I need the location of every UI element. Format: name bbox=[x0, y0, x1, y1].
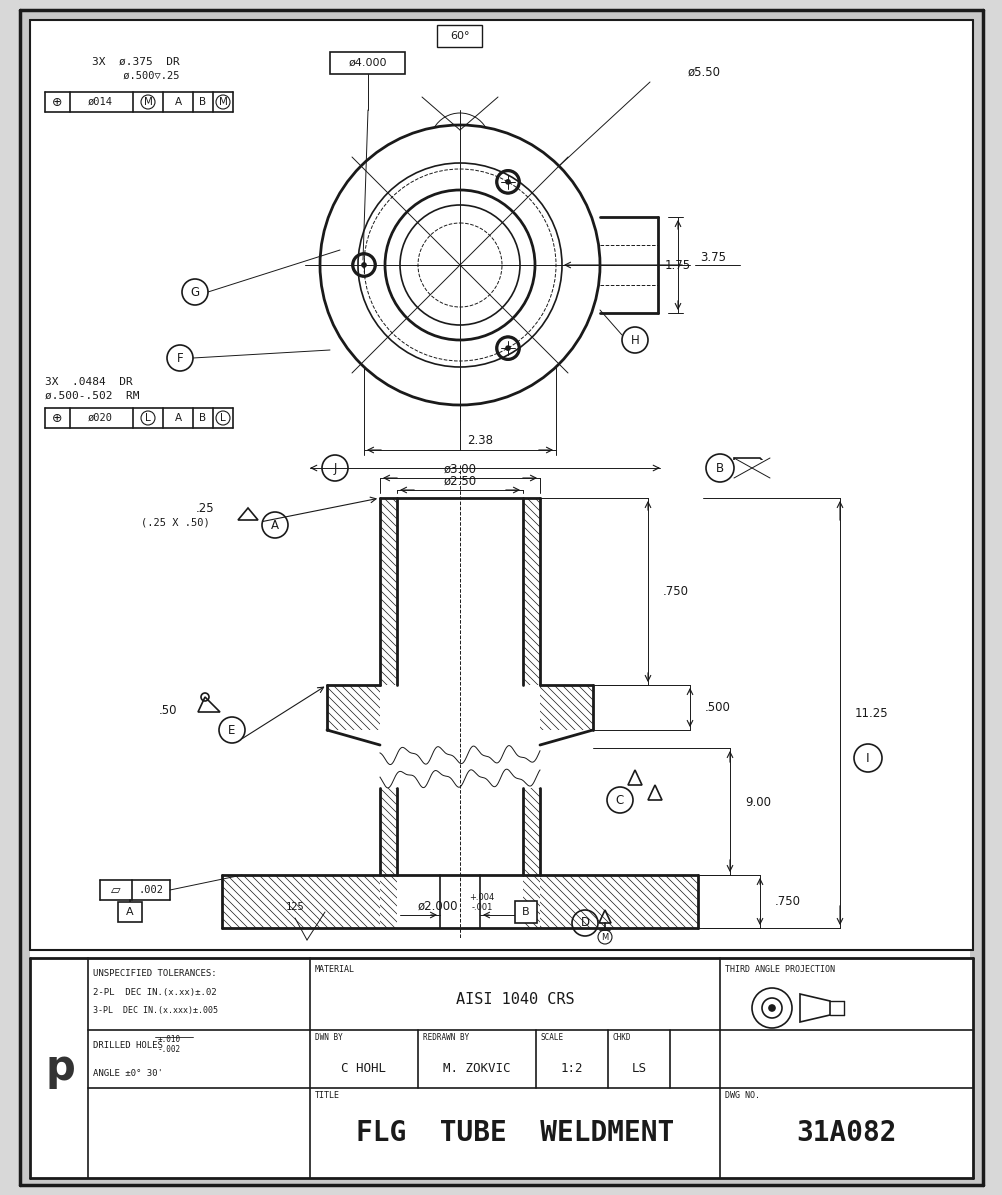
Text: 31A082: 31A082 bbox=[796, 1119, 896, 1147]
Text: M: M bbox=[601, 932, 608, 942]
Text: I: I bbox=[866, 752, 869, 765]
Text: M. ZOKVIC: M. ZOKVIC bbox=[443, 1061, 510, 1074]
Text: 11.25: 11.25 bbox=[854, 706, 888, 719]
Text: B: B bbox=[522, 907, 529, 917]
Text: 2-PL  DEC IN.(x.xx)±.02: 2-PL DEC IN.(x.xx)±.02 bbox=[93, 988, 216, 998]
Text: ø2.000: ø2.000 bbox=[418, 900, 458, 913]
Text: 3X  .0484  DR: 3X .0484 DR bbox=[45, 376, 132, 387]
Text: D: D bbox=[580, 917, 589, 930]
Text: ø4.000: ø4.000 bbox=[349, 59, 387, 68]
Text: LS: LS bbox=[631, 1061, 646, 1074]
Bar bbox=[514, 901, 536, 923]
Text: AISI 1040 CRS: AISI 1040 CRS bbox=[455, 993, 574, 1007]
Text: .50: .50 bbox=[158, 704, 177, 717]
Text: G: G bbox=[190, 286, 199, 299]
Text: ⊕: ⊕ bbox=[52, 96, 62, 109]
Bar bbox=[118, 902, 142, 923]
Circle shape bbox=[769, 1005, 775, 1011]
Text: B: B bbox=[199, 97, 206, 108]
Text: E: E bbox=[228, 723, 235, 736]
Text: +.010: +.010 bbox=[158, 1036, 181, 1044]
Text: FLG  TUBE  WELDMENT: FLG TUBE WELDMENT bbox=[356, 1119, 673, 1147]
Bar bbox=[30, 20, 972, 950]
Text: ø.500-.502  RM: ø.500-.502 RM bbox=[45, 391, 139, 402]
Text: L: L bbox=[219, 413, 225, 423]
Circle shape bbox=[362, 263, 366, 266]
Text: C: C bbox=[615, 793, 623, 807]
Text: TITLE: TITLE bbox=[315, 1091, 340, 1101]
Text: F: F bbox=[176, 351, 183, 364]
Circle shape bbox=[505, 347, 509, 350]
Text: A: A bbox=[271, 519, 279, 532]
Bar bbox=[437, 25, 482, 47]
Text: M: M bbox=[218, 97, 227, 108]
Text: B: B bbox=[715, 461, 723, 474]
Text: .750: .750 bbox=[662, 586, 688, 598]
Text: ø3.00: ø3.00 bbox=[443, 462, 476, 476]
Text: REDRAWN BY: REDRAWN BY bbox=[423, 1034, 469, 1042]
Text: 125: 125 bbox=[286, 902, 304, 912]
Text: (.25 X .50): (.25 X .50) bbox=[140, 517, 209, 527]
Text: ø014: ø014 bbox=[87, 97, 112, 108]
Text: A: A bbox=[174, 97, 181, 108]
Text: +.004: +.004 bbox=[469, 893, 494, 901]
Circle shape bbox=[505, 180, 509, 184]
Text: 9.00: 9.00 bbox=[744, 796, 771, 809]
Text: 1:2: 1:2 bbox=[560, 1061, 583, 1074]
Text: 2.38: 2.38 bbox=[467, 434, 493, 447]
Text: 3X  ø.375  DR: 3X ø.375 DR bbox=[92, 57, 179, 67]
Text: .002: .002 bbox=[138, 885, 163, 895]
Text: M: M bbox=[143, 97, 152, 108]
Text: C HOHL: C HOHL bbox=[341, 1061, 386, 1074]
Text: 1.75: 1.75 bbox=[664, 258, 690, 271]
Text: SCALE: SCALE bbox=[540, 1034, 563, 1042]
Text: DWN BY: DWN BY bbox=[315, 1034, 343, 1042]
Text: -.001: -.001 bbox=[471, 902, 492, 912]
Text: A: A bbox=[126, 907, 133, 917]
Text: 60°: 60° bbox=[450, 31, 469, 41]
Text: ▱: ▱ bbox=[111, 883, 120, 896]
Text: .500: .500 bbox=[704, 701, 730, 713]
Text: ø.500▽.25: ø.500▽.25 bbox=[92, 71, 179, 81]
Bar bbox=[330, 53, 405, 74]
Text: H: H bbox=[630, 333, 638, 347]
Text: ø2.50: ø2.50 bbox=[443, 474, 476, 488]
Text: -.002: -.002 bbox=[158, 1046, 181, 1054]
Text: p: p bbox=[45, 1047, 75, 1089]
Text: DRILLED HOLES: DRILLED HOLES bbox=[93, 1042, 162, 1050]
Text: J: J bbox=[333, 461, 337, 474]
Text: CHKD: CHKD bbox=[612, 1034, 631, 1042]
Text: ø5.50: ø5.50 bbox=[687, 66, 720, 79]
Text: 3.75: 3.75 bbox=[699, 251, 725, 264]
Text: THIRD ANGLE PROJECTION: THIRD ANGLE PROJECTION bbox=[724, 966, 835, 974]
Text: .25: .25 bbox=[195, 502, 214, 515]
Text: ø020: ø020 bbox=[87, 413, 112, 423]
Text: A: A bbox=[174, 413, 181, 423]
Text: ANGLE ±0° 30': ANGLE ±0° 30' bbox=[93, 1068, 162, 1078]
Text: ⊕: ⊕ bbox=[52, 411, 62, 424]
Text: 3-PL  DEC IN.(x.xxx)±.005: 3-PL DEC IN.(x.xxx)±.005 bbox=[93, 1005, 217, 1015]
Bar bbox=[30, 460, 969, 960]
Text: B: B bbox=[199, 413, 206, 423]
Text: DWG NO.: DWG NO. bbox=[724, 1091, 760, 1101]
Text: L: L bbox=[145, 413, 150, 423]
Text: MATERIAL: MATERIAL bbox=[315, 966, 355, 974]
Text: UNSPECIFIED TOLERANCES:: UNSPECIFIED TOLERANCES: bbox=[93, 968, 216, 978]
Bar bbox=[30, 958, 972, 1178]
Text: .750: .750 bbox=[775, 895, 801, 908]
